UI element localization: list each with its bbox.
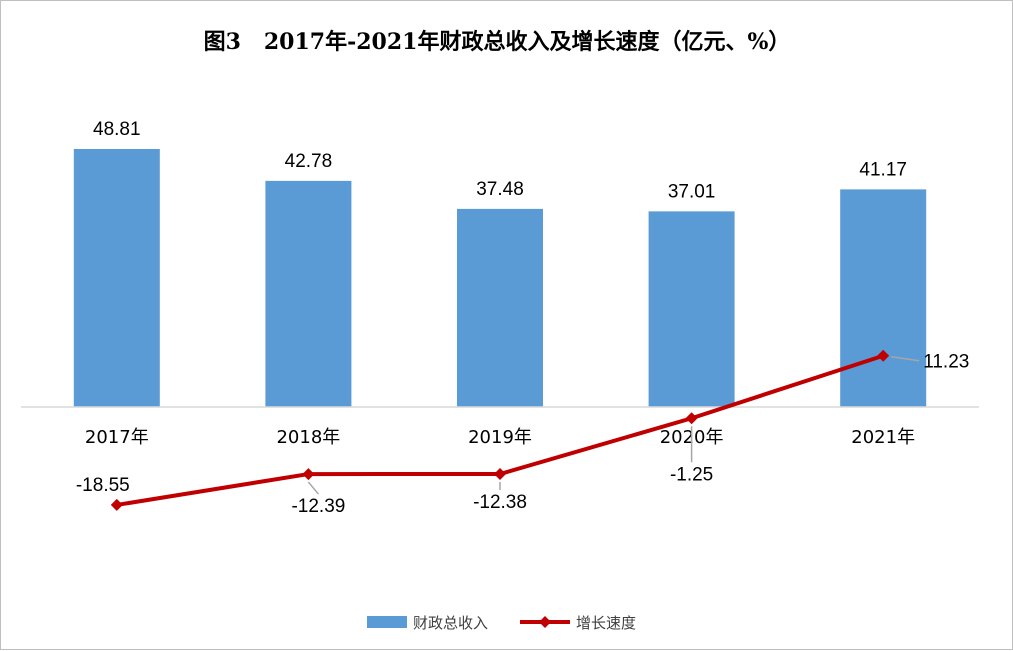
line-data-labels: -18.55 -12.39 -12.38 -1.25 11.23 — [76, 352, 969, 517]
line-marker — [877, 349, 890, 362]
bar-data-label: 37.48 — [476, 179, 524, 200]
category-tick-label: 2017年 — [85, 427, 149, 448]
line-marker — [494, 468, 506, 481]
bar-series — [73, 149, 927, 407]
bar-data-label: 48.81 — [93, 119, 141, 140]
legend-line-label: 增长速度 — [576, 614, 636, 632]
category-tick-label: 2019年 — [468, 427, 532, 448]
bar — [73, 149, 160, 407]
bar-data-label: 37.01 — [668, 181, 716, 202]
bar — [648, 211, 735, 407]
chart-title: 图3 2017年-2021年财政总收入及增长速度（亿元、%） — [204, 29, 791, 55]
line-series — [110, 349, 890, 511]
line-data-label: 11.23 — [923, 352, 969, 373]
label-leader-line — [891, 355, 920, 362]
legend-line-marker — [539, 616, 551, 628]
legend: 财政总收入 增长速度 — [367, 614, 636, 632]
bar — [265, 180, 352, 407]
line-data-label: -1.25 — [670, 464, 713, 485]
line-marker — [685, 412, 698, 425]
bar-data-label: 42.78 — [285, 151, 333, 172]
line-data-label: -18.55 — [76, 475, 130, 496]
legend-bar-label: 财政总收入 — [413, 614, 488, 632]
bar — [457, 208, 543, 407]
line-marker — [110, 498, 123, 511]
line-data-label: -12.38 — [473, 492, 527, 513]
line-data-label: -12.39 — [291, 496, 345, 517]
bar-data-label: 41.17 — [859, 159, 907, 180]
label-leader-line — [307, 481, 319, 495]
bar-data-labels: 48.81 42.78 37.48 37.01 41.17 — [93, 119, 907, 202]
legend-bar-swatch — [367, 616, 407, 628]
category-tick-label: 2018年 — [276, 427, 340, 448]
category-tick-label: 2021年 — [851, 427, 915, 448]
category-tick-labels: 2017年 2018年 2019年 2020年 2021年 — [85, 427, 915, 448]
bar — [840, 189, 927, 407]
line-marker — [302, 468, 315, 481]
